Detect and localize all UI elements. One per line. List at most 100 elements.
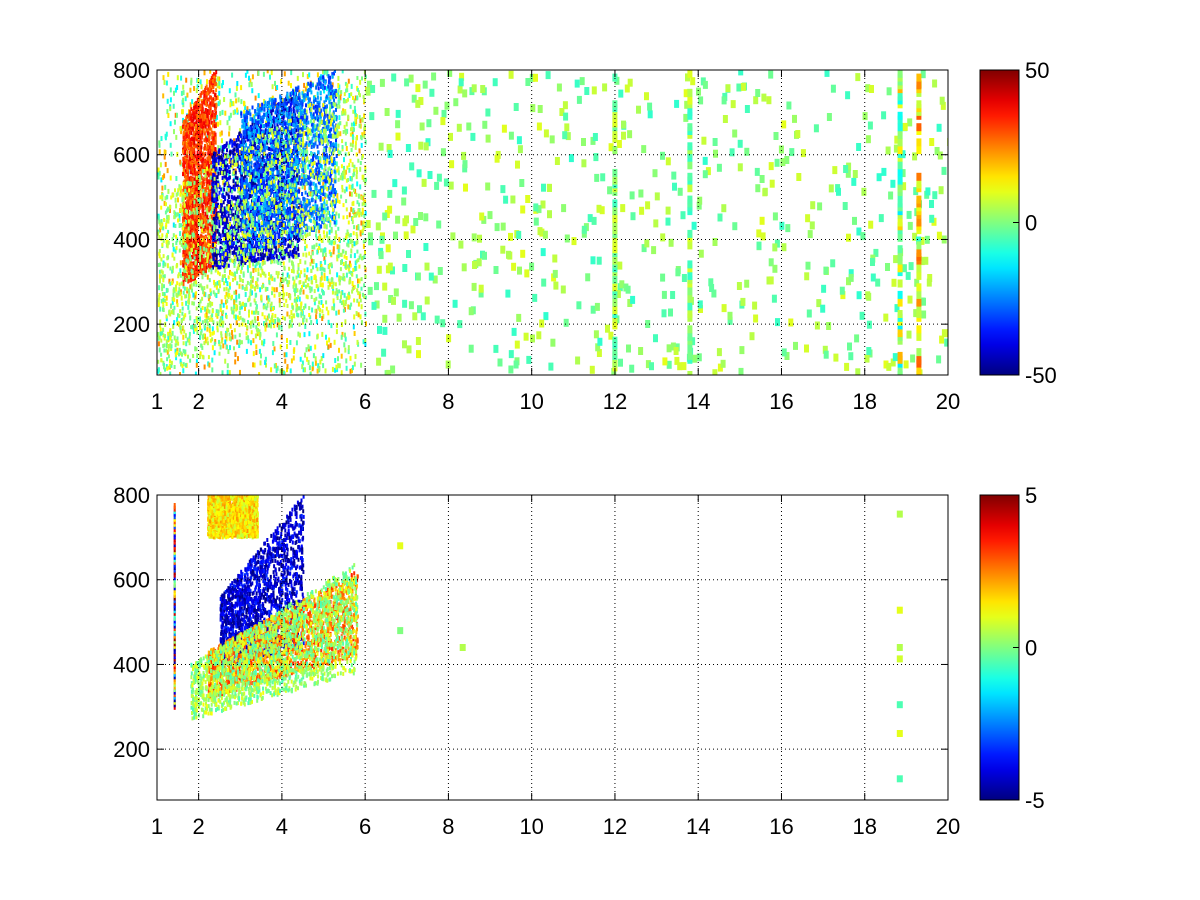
heatmap-cell: [188, 109, 190, 115]
heatmap-cell: [185, 124, 188, 129]
heatmap-cell: [508, 365, 514, 374]
heatmap-cell: [188, 176, 191, 181]
heatmap-cell: [215, 70, 218, 75]
heatmap-cell: [330, 323, 333, 329]
heatmap-cell: [185, 146, 188, 151]
heatmap-cell: [237, 356, 239, 362]
heatmap-cell: [197, 177, 199, 182]
heatmap-cell: [215, 293, 218, 298]
heatmap-cell: [339, 95, 342, 101]
heatmap-cell: [208, 159, 211, 164]
heatmap-cell: [270, 248, 273, 253]
heatmap-cell: [821, 284, 827, 293]
heatmap-cell: [337, 166, 340, 172]
heatmap-cell: [275, 287, 278, 293]
heatmap-cell: [374, 300, 380, 309]
heatmap-cell: [254, 264, 257, 270]
heatmap-cell: [297, 223, 300, 228]
heatmap-cell: [618, 89, 624, 98]
heatmap-cell: [189, 178, 192, 182]
heatmap-cell: [213, 182, 215, 187]
heatmap-cell: [176, 85, 179, 90]
heatmap-cell: [199, 113, 202, 118]
heatmap-cell: [209, 142, 211, 146]
heatmap-cell: [768, 70, 774, 79]
heatmap-cell: [278, 320, 281, 326]
heatmap-cell: [336, 293, 339, 298]
heatmap-cell: [187, 113, 190, 118]
heatmap-cell: [182, 216, 185, 221]
heatmap-cell: [195, 129, 198, 134]
heatmap-cell: [293, 235, 296, 240]
heatmap-cell: [510, 195, 516, 204]
heatmap-cell: [209, 245, 212, 250]
heatmap-cell: [448, 132, 453, 141]
heatmap-cell: [405, 144, 411, 152]
heatmap-cell: [277, 189, 280, 194]
heatmap-cell: [221, 221, 224, 226]
heatmap-cell: [360, 220, 363, 226]
heatmap-cell: [239, 369, 241, 375]
heatmap-cell: [311, 195, 314, 201]
heatmap-cell: [680, 211, 686, 220]
heatmap-cell: [199, 173, 202, 178]
heatmap-cell: [355, 311, 358, 316]
heatmap-cell: [166, 98, 169, 104]
heatmap-cell: [190, 147, 192, 152]
heatmap-cell: [315, 263, 318, 269]
heatmap-cell: [288, 254, 291, 259]
heatmap-cell: [845, 169, 851, 178]
heatmap-cell: [237, 144, 240, 149]
heatmap-cell: [553, 281, 559, 290]
heatmap-cell: [846, 277, 851, 286]
heatmap-cell: [316, 334, 319, 340]
heatmap-cell: [641, 244, 647, 253]
heatmap-cell: [215, 260, 218, 265]
heatmap-cell: [229, 323, 232, 329]
heatmap-cell: [205, 128, 208, 133]
heatmap-cell: [391, 296, 396, 305]
heatmap-cell: [907, 295, 913, 304]
heatmap-cell: [192, 226, 195, 231]
heatmap-cell: [418, 97, 424, 105]
heatmap-cell: [195, 362, 198, 368]
heatmap-cell: [513, 360, 519, 369]
heatmap-cell: [176, 75, 179, 81]
heatmap-cell: [279, 243, 282, 248]
heatmap-cell: [208, 167, 211, 172]
heatmap-cell: [235, 297, 238, 303]
heatmap-cell: [722, 115, 728, 123]
heatmap-cell: [720, 359, 726, 368]
heatmap-cell: [197, 166, 200, 171]
heatmap-cell: [216, 197, 219, 202]
heatmap-cell: [205, 308, 208, 314]
heatmap-cell: [172, 323, 175, 329]
heatmap-cell: [190, 136, 193, 141]
heatmap-cell: [203, 176, 206, 181]
heatmap-cell: [423, 243, 429, 251]
heatmap-cell: [203, 70, 206, 76]
heatmap-cell: [285, 352, 288, 358]
heatmap-cell: [223, 220, 226, 225]
heatmap-cell: [378, 251, 384, 260]
heatmap-cell: [354, 144, 357, 150]
heatmap-cell: [343, 157, 345, 163]
heatmap-cell: [297, 127, 300, 132]
heatmap-cell: [222, 233, 225, 238]
heatmap-cell: [218, 265, 221, 270]
heatmap-cell: [363, 133, 366, 139]
heatmap-cell: [220, 299, 223, 305]
heatmap-cell: [309, 191, 312, 197]
heatmap-cell: [649, 362, 654, 371]
heatmap-cell: [485, 182, 491, 191]
heatmap-cell: [296, 148, 298, 153]
heatmap-cell: [189, 112, 192, 117]
heatmap-cell: [939, 335, 945, 344]
heatmap-cell: [532, 293, 538, 302]
heatmap-cell: [281, 284, 284, 290]
heatmap-cell: [219, 344, 222, 350]
heatmap-cell: [195, 137, 198, 142]
heatmap-cell: [206, 131, 209, 136]
heatmap-cell: [185, 341, 188, 347]
heatmap-cell: [453, 98, 459, 107]
